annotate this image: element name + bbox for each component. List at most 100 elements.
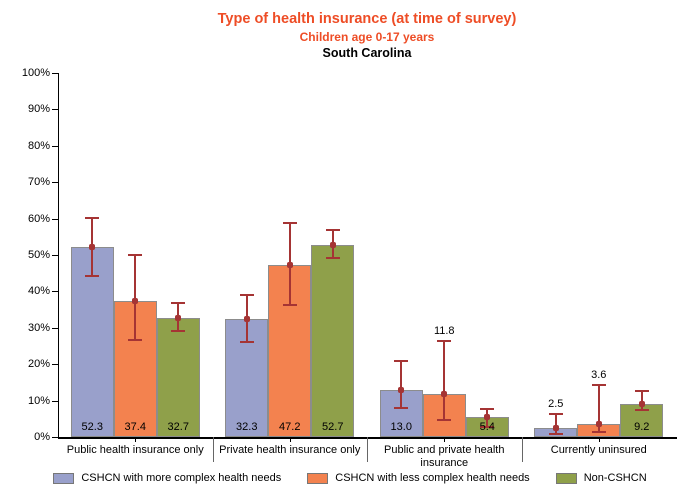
- legend: CSHCN with more complex health needs CSHC…: [0, 472, 700, 484]
- legend-item: Non-CSHCN: [555, 472, 647, 484]
- error-bar-marker: [484, 414, 491, 421]
- y-tick: [52, 255, 58, 256]
- legend-label: CSHCN with more complex health needs: [81, 472, 282, 484]
- y-axis: [58, 73, 59, 437]
- error-bar-cap-bottom: [591, 430, 606, 433]
- error-bar-marker: [243, 316, 250, 323]
- y-tick: [52, 73, 58, 74]
- error-bar-cap-top: [325, 228, 340, 231]
- error-bar-cap-bottom: [128, 339, 143, 342]
- y-tick-label: 20%: [27, 358, 50, 371]
- x-tick: [444, 437, 446, 442]
- y-tick: [52, 400, 58, 402]
- y-tick: [52, 182, 58, 184]
- error-bar-cap-bottom: [85, 274, 100, 277]
- error-bar-marker: [441, 391, 448, 398]
- category-divider: [367, 437, 368, 462]
- y-tick: [52, 437, 58, 438]
- error-bar-cap-top: [128, 254, 143, 256]
- category-label: Public and private health insurance: [384, 444, 505, 469]
- error-bar-cap-top: [634, 390, 649, 393]
- error-bar-cap-top: [480, 407, 495, 410]
- chart-header: Type of health insurance (at time of sur…: [29, 11, 700, 60]
- error-bar-cap-top: [85, 216, 100, 219]
- x-tick: [135, 437, 137, 442]
- error-bar-cap-bottom: [394, 406, 409, 409]
- legend-swatch: [307, 472, 329, 484]
- error-bar-cap-top: [437, 340, 452, 343]
- error-bar-line: [400, 360, 403, 408]
- legend-swatch: [53, 472, 75, 484]
- error-bar-marker: [89, 243, 96, 250]
- category-divider: [212, 437, 214, 462]
- y-tick: [52, 218, 58, 220]
- value-label: 5.4: [479, 421, 495, 433]
- error-bar-line: [554, 414, 557, 435]
- error-bar-cap-bottom: [171, 329, 186, 332]
- error-bar-cap-bottom: [634, 409, 649, 412]
- value-label: 32.3: [236, 421, 258, 433]
- category-label: Public health insurance only: [66, 444, 204, 456]
- error-bar-cap-bottom: [282, 303, 297, 306]
- legend-label: CSHCN with less complex health needs: [335, 472, 530, 484]
- y-tick: [52, 291, 58, 293]
- value-label: 47.2: [279, 421, 301, 433]
- y-tick: [52, 327, 58, 329]
- value-label: 11.8: [433, 325, 455, 338]
- value-label: 9.2: [634, 421, 650, 433]
- error-bar-marker: [552, 424, 559, 431]
- category-label: Private health insurance only: [219, 444, 361, 456]
- error-bar-cap-top: [591, 383, 606, 386]
- error-bar-line: [597, 384, 600, 432]
- value-label: 3.6: [591, 368, 607, 381]
- chart-subtitle: Children age 0-17 years: [299, 30, 435, 44]
- error-bar-cap-bottom: [480, 426, 495, 429]
- error-bar-cap-bottom: [548, 433, 563, 436]
- value-label: 52.7: [322, 421, 344, 433]
- y-tick-label: 80%: [27, 139, 50, 152]
- y-tick: [52, 109, 58, 111]
- legend-item: CSHCN with more complex health needs: [53, 472, 281, 484]
- y-tick-label: 100%: [21, 67, 50, 79]
- error-bar-cap-top: [282, 221, 297, 224]
- y-tick-label: 0%: [34, 431, 50, 443]
- legend-label: Non-CSHCN: [583, 472, 647, 484]
- error-bar-cap-bottom: [239, 340, 254, 343]
- y-tick-label: 60%: [27, 212, 50, 225]
- y-tick-label: 90%: [27, 103, 50, 116]
- error-bar-cap-bottom: [437, 418, 452, 421]
- error-bar-cap-top: [171, 301, 186, 304]
- y-tick-label: 70%: [27, 176, 50, 189]
- chart-title: Type of health insurance (at time of sur…: [217, 11, 517, 27]
- y-tick: [52, 364, 58, 366]
- x-tick: [598, 437, 600, 442]
- category-label: Currently uninsured: [550, 444, 647, 456]
- y-tick-label: 40%: [27, 285, 50, 298]
- error-bar-marker: [175, 314, 182, 321]
- bar: [156, 317, 200, 437]
- error-bar-marker: [638, 400, 645, 407]
- y-tick-label: 30%: [27, 321, 50, 334]
- error-bar-marker: [595, 420, 602, 427]
- value-label: 2.5: [548, 398, 564, 411]
- legend-item: CSHCN with less complex health needs: [307, 472, 530, 484]
- legend-swatch: [555, 472, 577, 484]
- y-tick: [52, 145, 58, 147]
- error-bar-cap-top: [548, 413, 563, 416]
- error-bar-line: [443, 341, 446, 420]
- y-tick-label: 50%: [27, 249, 50, 261]
- bar: [70, 246, 114, 437]
- error-bar-cap-bottom: [325, 256, 340, 259]
- error-bar-cap-top: [394, 359, 409, 362]
- value-label: 32.7: [167, 421, 189, 433]
- value-label: 52.3: [81, 421, 103, 433]
- value-label: 37.4: [124, 421, 146, 433]
- value-label: 13.0: [390, 421, 412, 433]
- error-bar-line: [134, 255, 137, 341]
- error-bar-cap-top: [239, 294, 254, 297]
- error-bar-marker: [132, 297, 139, 304]
- chart-region-label: South Carolina: [322, 46, 412, 60]
- x-tick: [289, 437, 291, 442]
